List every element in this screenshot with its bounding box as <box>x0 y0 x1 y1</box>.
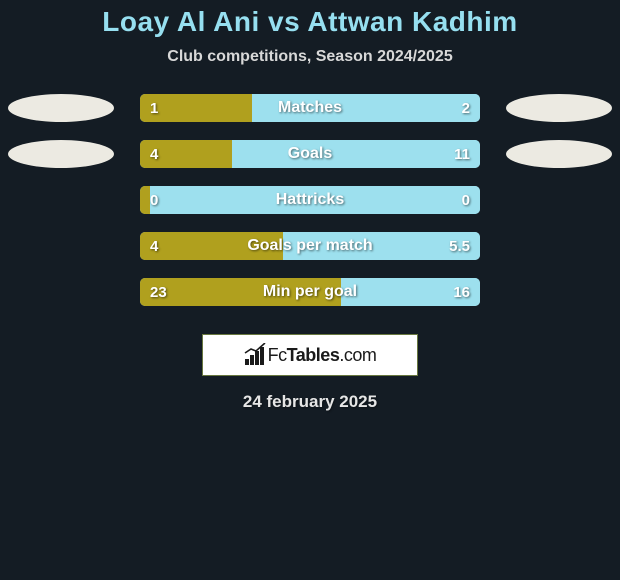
logo-prefix: Fc <box>268 345 287 365</box>
bar-right <box>232 140 480 168</box>
bar-right <box>341 278 480 306</box>
bar-left <box>140 232 283 260</box>
subtitle: Club competitions, Season 2024/2025 <box>0 48 620 66</box>
logo-bold: Tables <box>287 345 340 365</box>
logo-suffix: .com <box>339 345 376 365</box>
bar-track <box>140 94 480 122</box>
stat-row: Goals411 <box>0 140 620 186</box>
stats-block: Matches12Goals411Hattricks00Goals per ma… <box>0 94 620 324</box>
player-ellipse-right <box>506 140 612 168</box>
bar-track <box>140 232 480 260</box>
stat-row: Goals per match45.5 <box>0 232 620 278</box>
bar-right <box>150 186 480 214</box>
page-title: Loay Al Ani vs Attwan Kadhim <box>0 6 620 38</box>
player-ellipse-right <box>506 94 612 122</box>
stat-row: Min per goal2316 <box>0 278 620 324</box>
bar-track <box>140 278 480 306</box>
content-container: Loay Al Ani vs Attwan Kadhim Club compet… <box>0 0 620 412</box>
date-text: 24 february 2025 <box>0 392 620 412</box>
bar-left <box>140 278 341 306</box>
bar-left <box>140 140 232 168</box>
trendline-icon <box>244 343 266 355</box>
player-ellipse-left <box>8 94 114 122</box>
stat-row: Matches12 <box>0 94 620 140</box>
bar-left <box>140 186 150 214</box>
logo-text: FcTables.com <box>268 345 377 366</box>
barchart-icon <box>244 345 266 365</box>
player-ellipse-left <box>8 140 114 168</box>
bar-right <box>283 232 480 260</box>
logo-box: FcTables.com <box>202 334 418 376</box>
bar-left <box>140 94 252 122</box>
bar-track <box>140 140 480 168</box>
bar-right <box>252 94 480 122</box>
bar-track <box>140 186 480 214</box>
stat-row: Hattricks00 <box>0 186 620 232</box>
